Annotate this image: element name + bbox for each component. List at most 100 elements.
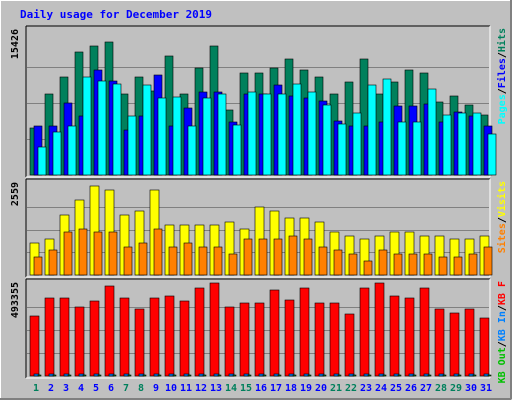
chart-title: Daily usage for December 2019 [20,8,212,21]
day-label-11: 11 [180,383,192,394]
bar-sites-day-16 [258,238,268,276]
series-kb_f [29,282,490,377]
bar-kb_out-day-10 [172,374,177,377]
bar-sites-day-29 [453,256,463,276]
bar-pages-day-29 [457,112,467,176]
panel-middle: 2559 Sites/Visits [10,178,508,278]
day-label-9: 9 [153,383,159,394]
day-label-4: 4 [78,383,84,394]
bar-pages-day-30 [472,112,482,176]
bar-sites-day-7 [123,246,133,276]
day-label-29: 29 [450,383,462,394]
bar-pages-day-6 [112,83,122,176]
bar-pages-day-10 [172,96,182,176]
bar-sites-day-8 [138,242,148,276]
bar-sites-day-14 [228,253,238,276]
legend-separator: / [497,341,508,347]
bar-pages-day-19 [307,91,317,176]
bar-kb_f-day-1 [29,315,40,377]
bar-kb_f-day-2 [44,297,55,377]
bar-kb_f-day-14 [224,306,235,377]
bar-kb_out-day-13 [217,374,222,377]
bar-pages-day-15 [247,91,257,176]
y-max-label-bottom: 493355 [10,282,21,318]
legend-kb_out: KB Out [497,347,508,383]
day-label-15: 15 [240,383,252,394]
legend-kb_f: KB F [497,281,508,305]
bar-kb_out-day-29 [457,374,462,377]
bar-sites-day-18 [288,235,298,276]
bar-kb_out-day-19 [307,374,312,377]
bar-sites-day-30 [468,253,478,276]
bar-pages-day-12 [202,97,212,176]
legend-pages: Pages [497,94,508,124]
bar-kb_f-day-4 [74,306,85,377]
legend-separator: / [497,52,508,58]
bar-pages-day-13 [217,93,227,176]
bar-kb_f-day-8 [134,308,145,377]
day-label-26: 26 [405,383,417,394]
day-label-6: 6 [108,383,114,394]
bar-sites-day-5 [93,231,103,276]
bar-kb_f-day-7 [119,297,130,377]
bar-pages-day-11 [187,125,197,176]
bar-kb_out-day-31 [487,374,492,377]
bar-kb_out-day-14 [232,374,237,377]
bar-pages-day-9 [157,97,167,176]
bar-pages-day-5 [97,80,107,176]
bar-kb_out-day-7 [127,374,132,377]
bar-pages-day-23 [367,84,377,176]
bar-kb_f-day-27 [419,287,430,377]
bar-sites-day-2 [48,249,58,276]
day-label-7: 7 [123,383,129,394]
bar-sites-day-15 [243,238,253,276]
bar-pages-day-26 [412,121,422,176]
bar-sites-day-22 [348,253,358,276]
bar-sites-day-17 [273,238,283,276]
day-label-17: 17 [270,383,282,394]
day-label-31: 31 [480,383,492,394]
day-label-22: 22 [345,383,357,394]
legend-separator: / [497,88,508,94]
bar-pages-day-18 [292,83,302,176]
bar-kb_f-day-21 [329,302,340,377]
legend-separator: / [497,305,508,311]
legend-bottom: KB Out/KB In/KB F [497,281,508,383]
bar-pages-day-21 [337,123,347,176]
day-label-18: 18 [285,383,297,394]
bar-pages-day-7 [127,115,137,176]
bar-pages-day-24 [382,78,392,176]
day-label-30: 30 [465,383,477,394]
bar-sites-day-12 [198,246,208,276]
bar-kb_f-day-28 [434,308,445,377]
bar-kb_f-day-3 [59,297,70,377]
bar-pages-day-25 [397,121,407,176]
day-label-25: 25 [390,383,402,394]
day-label-16: 16 [255,383,267,394]
bar-kb_f-day-26 [404,297,415,377]
bar-kb_out-day-8 [142,374,147,377]
bar-kb_f-day-31 [479,317,490,377]
bar-kb_out-day-28 [442,374,447,377]
bar-kb_out-day-24 [382,374,387,377]
bar-sites-day-23 [363,260,373,276]
legend-hits: Hits [496,28,508,52]
bar-sites-day-4 [78,228,88,276]
bar-kb_f-day-18 [284,299,295,377]
bar-kb_out-day-25 [397,374,402,377]
day-label-2: 2 [48,383,54,394]
day-label-23: 23 [360,383,372,394]
bar-kb_out-day-3 [67,374,72,377]
bar-sites-day-1 [33,256,43,276]
bar-pages-day-28 [442,114,452,176]
bar-pages-day-31 [487,133,497,176]
y-max-label-middle: 2559 [10,182,21,206]
bar-pages-day-17 [277,93,287,176]
bar-kb_f-day-11 [179,300,190,377]
day-label-3: 3 [63,383,69,394]
bar-kb_f-day-20 [314,302,325,377]
bar-sites-day-31 [483,246,493,276]
bar-kb_out-day-5 [97,374,102,377]
bar-pages-day-14 [232,124,242,176]
y-max-label-top: 15426 [10,29,21,59]
